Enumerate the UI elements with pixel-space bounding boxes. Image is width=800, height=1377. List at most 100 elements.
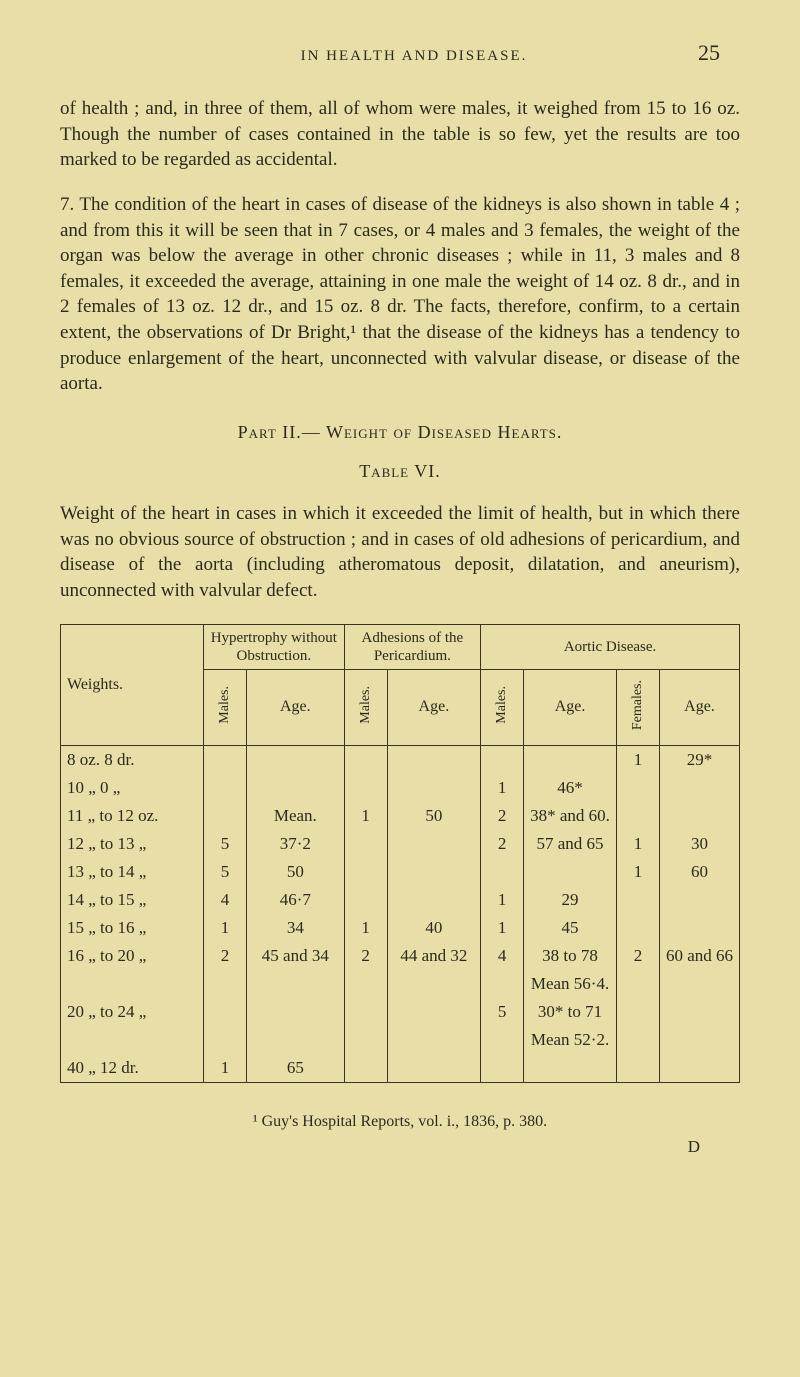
table-cell <box>659 802 739 830</box>
table-cell: 29* <box>659 745 739 774</box>
table-cell: 60 <box>659 858 739 886</box>
table-cell <box>387 1054 481 1083</box>
table-cell: 13 „ to 14 „ <box>61 858 204 886</box>
table-cell <box>247 774 345 802</box>
table-cell <box>61 970 204 998</box>
table-cell <box>61 1026 204 1054</box>
table-cell <box>204 745 247 774</box>
table-cell <box>387 970 481 998</box>
table-cell <box>247 745 345 774</box>
table-cell <box>344 998 387 1026</box>
paragraph-1: of health ; and, in three of them, all o… <box>60 96 740 173</box>
table-row: 20 „ to 24 „530* to 71 <box>61 998 740 1026</box>
table-cell: 34 <box>247 914 345 942</box>
table-cell <box>659 970 739 998</box>
table-cell <box>616 774 659 802</box>
subhead-males-3: Males. <box>492 680 512 730</box>
table-cell <box>481 970 524 998</box>
table-row: 8 oz. 8 dr.129* <box>61 745 740 774</box>
table-cell: 40 <box>387 914 481 942</box>
table-cell: 50 <box>247 858 345 886</box>
table-cell <box>659 1054 739 1083</box>
table-cell: 1 <box>204 1054 247 1083</box>
table-cell <box>344 745 387 774</box>
signature-mark: D <box>60 1137 740 1157</box>
table-cell <box>387 830 481 858</box>
table-cell: 65 <box>247 1054 345 1083</box>
table-cell: 2 <box>481 802 524 830</box>
table-row: 15 „ to 16 „134140145 <box>61 914 740 942</box>
table-cell <box>659 886 739 914</box>
table-cell: 45 and 34 <box>247 942 345 970</box>
table-row: Mean 56·4. <box>61 970 740 998</box>
table-row: 14 „ to 15 „446·7129 <box>61 886 740 914</box>
subhead-males-2: Males. <box>356 680 376 730</box>
table-cell: 2 <box>616 942 659 970</box>
table-row: 10 „ 0 „ 146* <box>61 774 740 802</box>
subhead-age-1: Age. <box>247 669 345 745</box>
table-cell <box>387 886 481 914</box>
table-cell <box>204 802 247 830</box>
table-cell: 1 <box>616 830 659 858</box>
table-cell: 57 and 65 <box>524 830 617 858</box>
table-cell: 2 <box>344 942 387 970</box>
paragraph-2: 7. The condition of the heart in cases o… <box>60 192 740 397</box>
table-cell <box>616 970 659 998</box>
table-cell <box>204 970 247 998</box>
subhead-males-1: Males. <box>215 680 235 730</box>
table-cell <box>344 1026 387 1054</box>
table-cell <box>481 1054 524 1083</box>
part-title: Part II.— Weight of Diseased Hearts. <box>60 422 740 443</box>
table-cell: 2 <box>204 942 247 970</box>
table-cell <box>524 858 617 886</box>
table-cell: 45 <box>524 914 617 942</box>
table-cell <box>387 745 481 774</box>
table-row: 12 „ to 13 „537·2257 and 65130 <box>61 830 740 858</box>
table-cell <box>481 745 524 774</box>
page-number: 25 <box>698 40 720 66</box>
col-header-hypertrophy: Hypertrophy without Obstruction. <box>204 624 345 669</box>
table-cell <box>344 1054 387 1083</box>
table-cell <box>659 998 739 1026</box>
table-cell <box>387 998 481 1026</box>
table-cell: 40 „ 12 dr. <box>61 1054 204 1083</box>
table-cell: 16 „ to 20 „ <box>61 942 204 970</box>
table-cell: 4 <box>481 942 524 970</box>
table-row: 40 „ 12 dr.165 <box>61 1054 740 1083</box>
table-cell: 12 „ to 13 „ <box>61 830 204 858</box>
data-table: Weights. Hypertrophy without Obstruction… <box>60 624 740 1083</box>
table-cell: Mean 52·2. <box>524 1026 617 1054</box>
table-intro: Weight of the heart in cases in which it… <box>60 501 740 604</box>
table-cell <box>204 774 247 802</box>
table-cell <box>659 1026 739 1054</box>
table-cell: 1 <box>481 774 524 802</box>
table-cell <box>204 1026 247 1054</box>
table-cell <box>616 914 659 942</box>
table-cell <box>616 802 659 830</box>
table-cell: 2 <box>481 830 524 858</box>
col-header-weights: Weights. <box>61 624 204 745</box>
subhead-age-4: Age. <box>659 669 739 745</box>
table-cell: 5 <box>204 858 247 886</box>
table-cell: 44 and 32 <box>387 942 481 970</box>
table-cell: 10 „ 0 „ <box>61 774 204 802</box>
table-cell <box>344 830 387 858</box>
table-cell <box>616 1026 659 1054</box>
table-cell: Mean. <box>247 802 345 830</box>
table-cell: 11 „ to 12 oz. <box>61 802 204 830</box>
table-cell <box>616 886 659 914</box>
table-label: Table VI. <box>60 461 740 482</box>
table-cell: 1 <box>481 914 524 942</box>
subhead-females: Females. <box>628 674 648 736</box>
table-cell: 1 <box>616 858 659 886</box>
table-cell: 46* <box>524 774 617 802</box>
table-cell: 14 „ to 15 „ <box>61 886 204 914</box>
table-cell: 30 <box>659 830 739 858</box>
table-cell <box>344 774 387 802</box>
subhead-age-2: Age. <box>387 669 481 745</box>
table-row: 11 „ to 12 oz.Mean.150238* and 60. <box>61 802 740 830</box>
table-cell: 38 to 78 <box>524 942 617 970</box>
table-cell <box>344 970 387 998</box>
col-header-adhesions: Adhesions of the Pericardium. <box>344 624 481 669</box>
table-cell <box>387 774 481 802</box>
